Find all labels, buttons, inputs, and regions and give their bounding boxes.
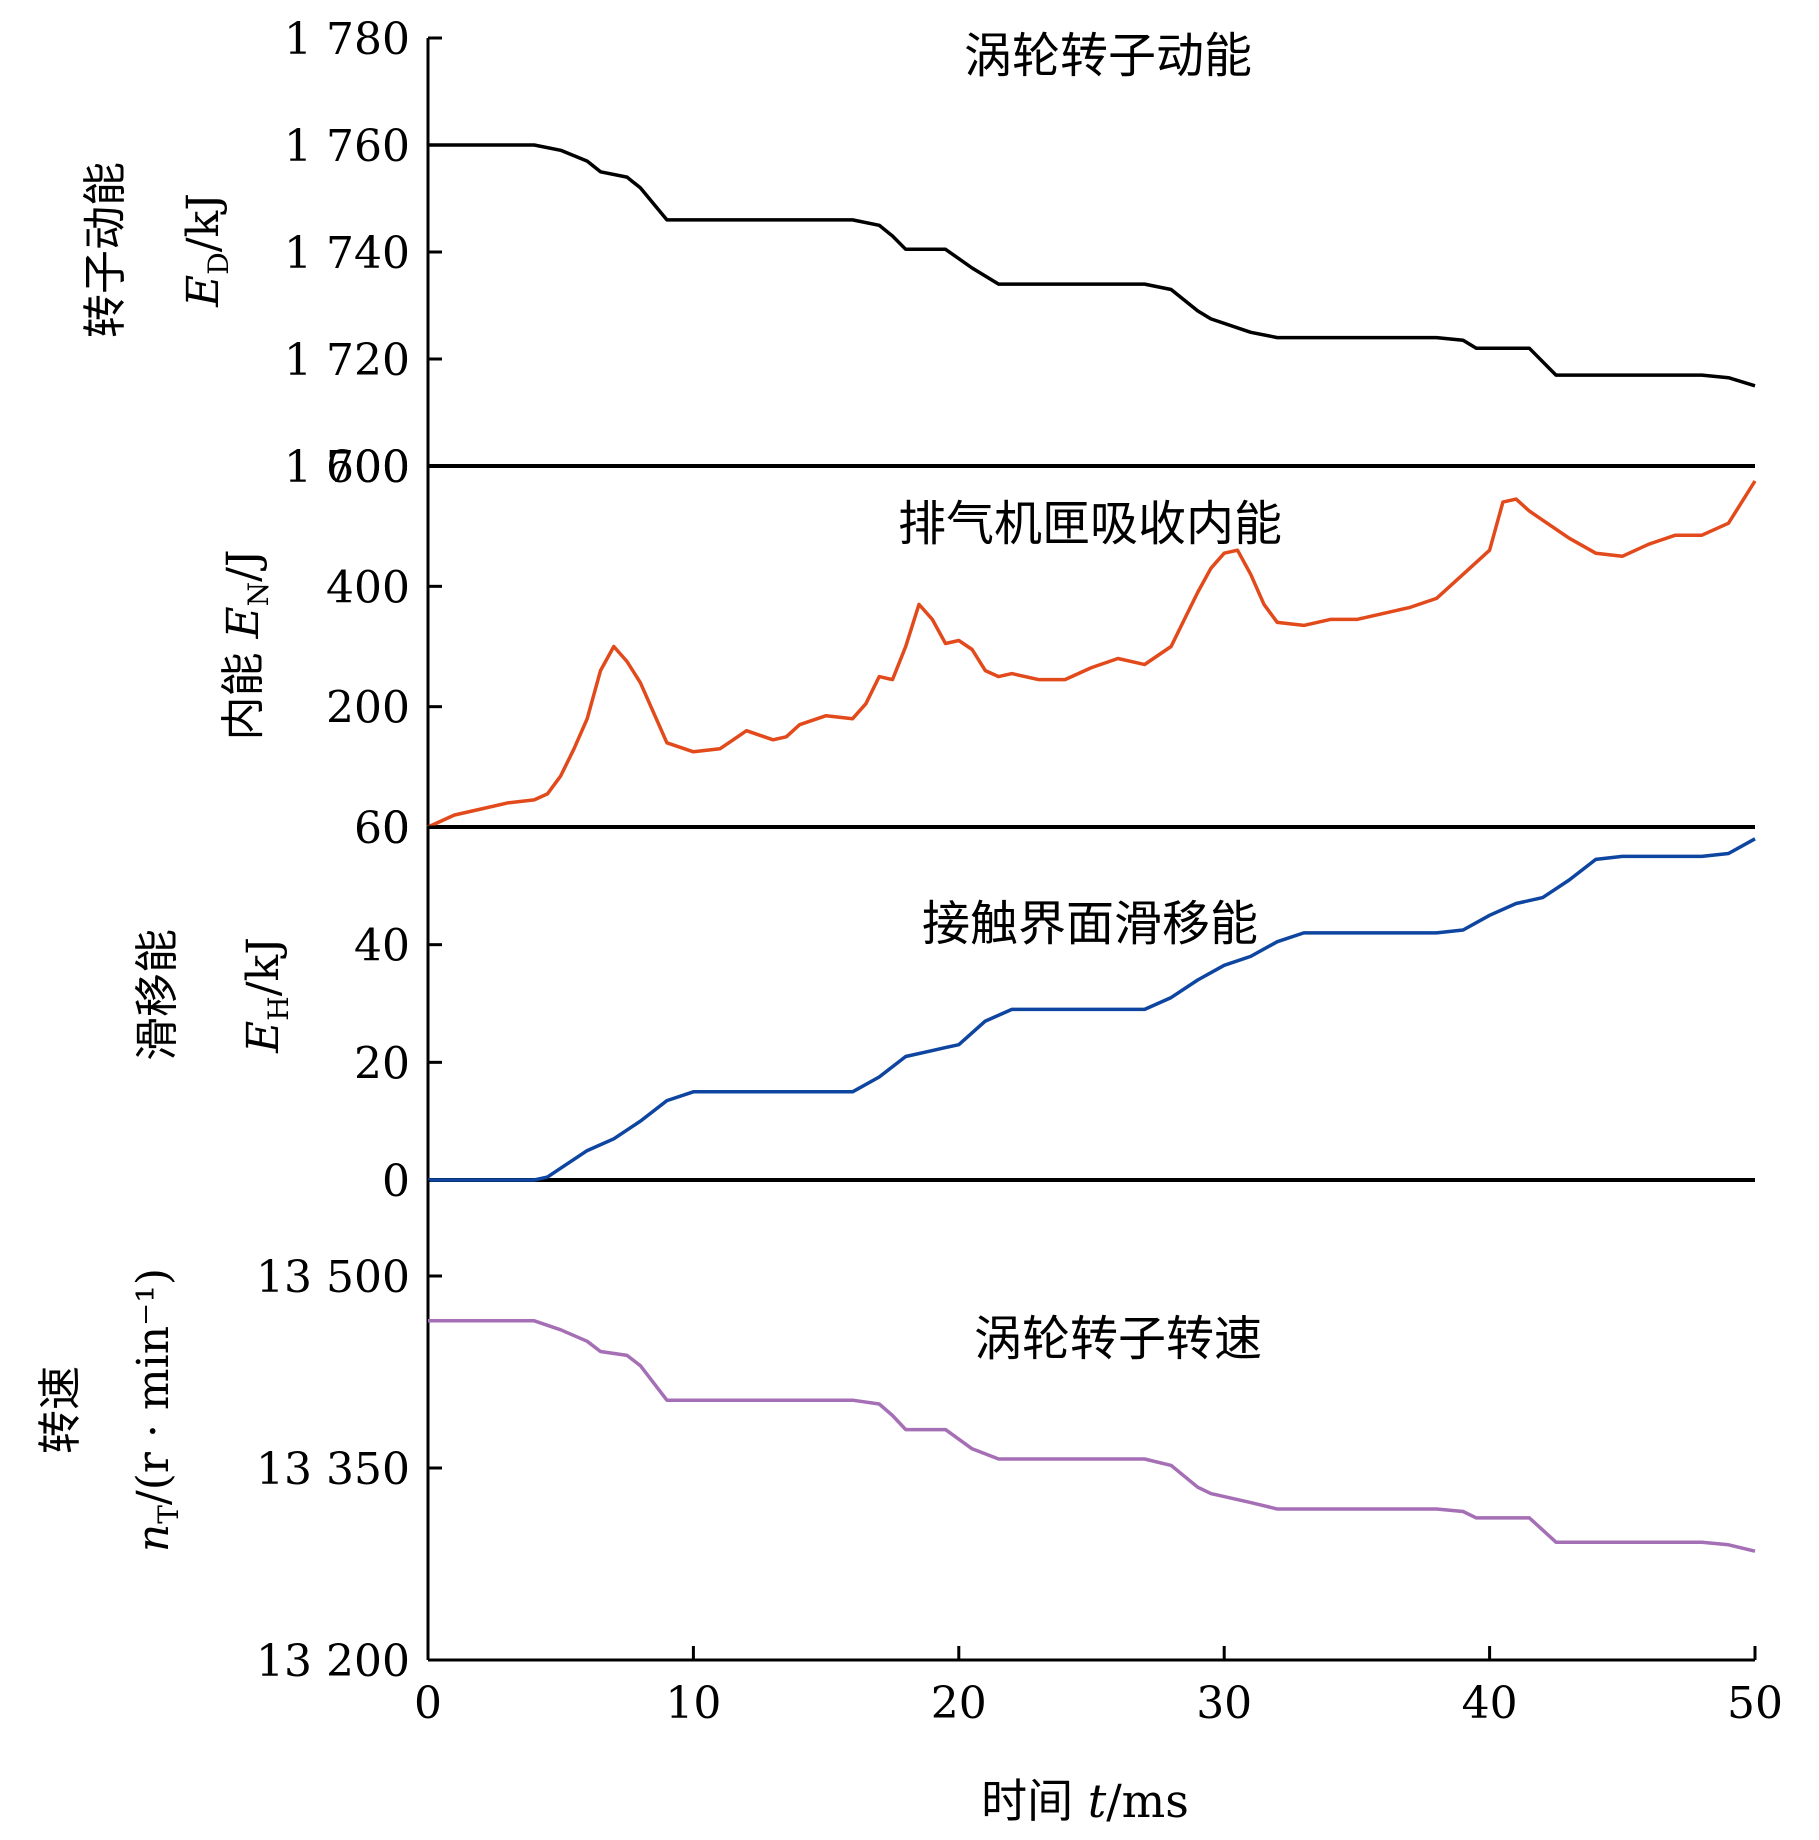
y-axis-label-symbol: E [218,606,269,639]
y-axis-label: 转速 [35,1366,86,1454]
y-tick-label: 200 [326,683,410,734]
panel-title: 接触界面滑移能 [922,896,1258,952]
y-axis-label-subscript: N [242,582,275,607]
x-axis: 时间 t/ms 0 10 20 30 40 50 [414,1646,1783,1828]
y-tick-label: 0 [382,803,410,854]
y-tick-label: 13 200 [256,1636,410,1687]
x-tick-label: 50 [1727,1678,1783,1729]
y-tick-label: 13 500 [256,1252,410,1303]
y-axis-label-subscript: T [152,1505,185,1524]
y-tick-label: 1 700 [284,442,410,493]
x-axis-label-unit: /ms [1106,1774,1189,1828]
y-tick-label: 1 720 [284,335,410,386]
x-axis-label-prefix: 时间 [981,1774,1088,1828]
y-axis-label-subscript: D [202,252,235,274]
y-axis-label-symbol: E [238,1021,289,1054]
series-line [428,143,1756,388]
y-axis-label-cn: 转速 [35,1366,86,1454]
panel-title: 排气机匣吸收内能 [898,496,1282,552]
y-axis-label-unit: /kJ [178,193,229,252]
y-axis-label-cn: 内能 [218,639,269,741]
series-line [427,480,1757,829]
series-line [428,1319,1756,1553]
y-axis-label: 转子动能 [80,162,131,338]
panel-title: 涡轮转子转速 [974,1311,1262,1367]
y-axis-label: 内能 EN/J [218,549,275,740]
y-axis-label-subscript: H [262,996,295,1020]
x-axis-label: 时间 t/ms [981,1774,1189,1828]
y-axis-label-unit: /J [218,549,269,581]
y-axis-label-symbol-line: ED/kJ [178,193,235,308]
panel-title: 涡轮转子动能 [964,28,1252,84]
x-axis-label-var: t [1088,1774,1107,1828]
y-axis-label-symbol-line: nT/(r · min⁻¹) [128,1268,185,1552]
y-tick-label: 1 780 [284,14,410,65]
x-tick-label: 20 [931,1678,987,1729]
y-tick-label: 600 [326,442,410,493]
y-axis-label-cn: 转子动能 [80,162,131,338]
x-tick-label: 0 [414,1678,442,1729]
y-axis-label: 滑移能 [132,929,183,1061]
y-tick-label: 40 [354,921,410,972]
y-tick-label: 1 760 [284,121,410,172]
y-tick-label: 13 350 [256,1444,410,1495]
series-line [428,837,1756,1182]
y-axis-label-symbol: n [128,1524,179,1552]
y-axis-label-unit: /(r · min⁻¹) [128,1268,179,1505]
x-tick-label: 30 [1196,1678,1252,1729]
y-tick-label: 60 [354,803,410,854]
y-axis-label-symbol-line: EH/kJ [238,937,295,1054]
y-axis-label-cn: 滑移能 [132,929,183,1061]
y-tick-label: 400 [326,562,410,613]
y-tick-label: 20 [354,1038,410,1089]
x-tick-label: 40 [1462,1678,1518,1729]
x-tick-label: 10 [665,1678,721,1729]
y-tick-label: 0 [382,1156,410,1207]
y-tick-label: 1 740 [284,228,410,279]
y-axis-label-symbol: E [178,275,229,308]
y-axis-label-unit: /kJ [238,937,289,996]
